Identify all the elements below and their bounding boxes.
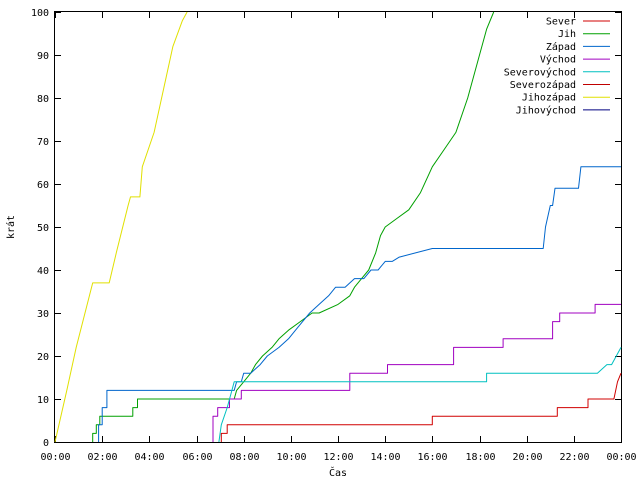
y-tick-label: 50 <box>37 223 49 234</box>
y-tick-label: 0 <box>43 438 49 449</box>
y-axis-label: krát <box>5 215 17 239</box>
y-tick-label: 40 <box>37 266 49 277</box>
series-line-5 <box>218 347 622 443</box>
plot-frame <box>54 11 622 443</box>
series-line-1 <box>220 373 622 442</box>
x-axis-label: Čas <box>329 466 347 479</box>
x-tick-label: 08:00 <box>229 452 259 463</box>
x-tick-label: 18:00 <box>465 452 495 463</box>
x-tick-label: 12:00 <box>323 452 353 463</box>
x-tick-label: 14:00 <box>370 452 400 463</box>
legend-label: Sever <box>546 17 576 28</box>
legend-label: Jih <box>558 29 576 40</box>
x-tick-label: 06:00 <box>182 452 212 463</box>
axis-ticks: 0 10 20 30 40 50 60 70 80 90 100 00:00 02:00 04:00 06:… <box>31 8 637 463</box>
x-tick-label: 04:00 <box>134 452 164 463</box>
y-tick-label: 10 <box>37 395 49 406</box>
series-lines <box>54 11 622 443</box>
legend-label: Západ <box>546 41 576 53</box>
x-tick-label: 00:00 <box>606 452 636 463</box>
x-tick-label: 02:00 <box>87 452 117 463</box>
y-tick-label: 70 <box>37 137 49 148</box>
y-tick-label: 80 <box>37 94 49 105</box>
series-line-7 <box>54 11 188 443</box>
x-tick-label: 10:00 <box>276 452 306 463</box>
legend-label: Severovýchod <box>504 66 576 78</box>
series-line-4 <box>212 303 621 442</box>
x-tick-label: 16:00 <box>417 452 447 463</box>
y-tick-label: 20 <box>37 352 49 363</box>
series-line-3 <box>98 166 621 442</box>
legend-label: Jihovýchod <box>516 104 576 116</box>
x-tick-label: 00:00 <box>40 452 70 463</box>
y-tick-label: 100 <box>31 8 49 19</box>
y-tick-label: 30 <box>37 309 49 320</box>
legend-label: Severozápad <box>510 79 576 91</box>
x-tick-label: 20:00 <box>512 452 542 463</box>
y-tick-label: 60 <box>37 180 49 191</box>
y-tick-label: 90 <box>37 51 49 62</box>
legend-label: Jihozápad <box>522 92 576 104</box>
series-line-2 <box>92 11 495 442</box>
legend: SeverJihZápadVýchodSeverovýchodSeverozáp… <box>504 17 610 116</box>
x-tick-label: 22:00 <box>559 452 589 463</box>
legend-label: Východ <box>540 54 576 66</box>
